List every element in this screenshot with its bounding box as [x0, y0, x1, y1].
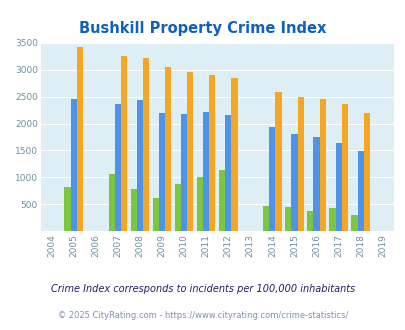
Bar — [196, 177, 202, 231]
Bar — [225, 115, 231, 231]
Bar — [231, 78, 237, 231]
Bar — [181, 115, 187, 231]
Bar — [357, 151, 363, 231]
Bar — [335, 144, 341, 231]
Bar — [291, 134, 297, 231]
Bar — [64, 187, 70, 231]
Text: Crime Index corresponds to incidents per 100,000 inhabitants: Crime Index corresponds to incidents per… — [51, 284, 354, 294]
Bar — [77, 47, 83, 231]
Bar — [284, 207, 291, 231]
Bar — [313, 137, 319, 231]
Bar — [70, 99, 77, 231]
Bar — [115, 104, 121, 231]
Bar — [158, 113, 165, 231]
Bar — [202, 112, 209, 231]
Bar — [262, 206, 269, 231]
Bar — [218, 170, 225, 231]
Bar — [209, 75, 215, 231]
Bar — [328, 209, 335, 231]
Bar — [165, 67, 171, 231]
Bar — [275, 92, 281, 231]
Bar — [143, 58, 149, 231]
Bar — [121, 56, 127, 231]
Bar — [130, 188, 136, 231]
Text: Bushkill Property Crime Index: Bushkill Property Crime Index — [79, 21, 326, 36]
Bar — [269, 127, 275, 231]
Bar — [341, 104, 347, 231]
Bar — [136, 100, 143, 231]
Bar — [108, 174, 115, 231]
Text: © 2025 CityRating.com - https://www.cityrating.com/crime-statistics/: © 2025 CityRating.com - https://www.city… — [58, 311, 347, 320]
Bar — [187, 72, 193, 231]
Bar — [297, 97, 303, 231]
Bar — [319, 99, 325, 231]
Bar — [351, 214, 357, 231]
Bar — [152, 198, 158, 231]
Bar — [307, 211, 313, 231]
Bar — [175, 184, 181, 231]
Bar — [363, 113, 369, 231]
